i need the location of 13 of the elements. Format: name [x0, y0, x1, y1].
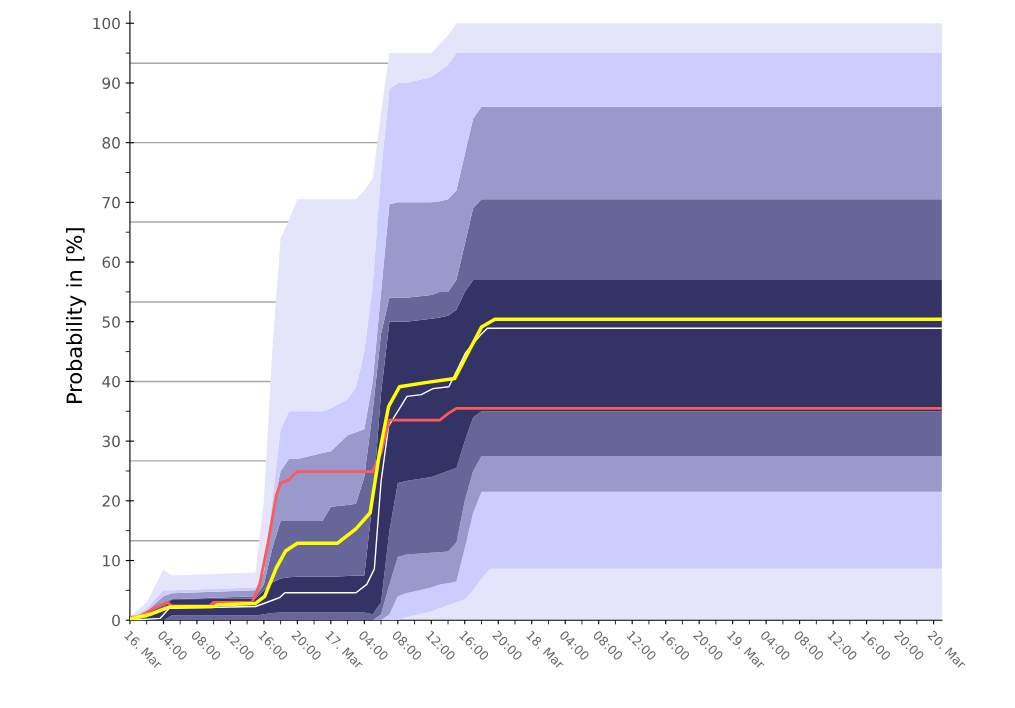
y-tick-label: 60: [102, 256, 120, 269]
y-tick-label: 20: [102, 495, 120, 507]
y-tick-label: 90: [102, 77, 120, 89]
x-tick-label: 20. Mar: [927, 630, 967, 670]
y-tick-label: 10: [103, 554, 120, 567]
y-axis-title: Probability in [%]: [66, 228, 87, 403]
y-tick-label: 80: [102, 137, 120, 149]
y-tick-label: 50: [102, 316, 120, 328]
y-tick-label: 70: [102, 196, 120, 209]
y-tick-label: 100: [93, 17, 120, 30]
y-tick-label: 40: [102, 375, 120, 388]
y-tick-label: 0: [112, 614, 120, 627]
y-tick-label: 30: [102, 435, 120, 448]
